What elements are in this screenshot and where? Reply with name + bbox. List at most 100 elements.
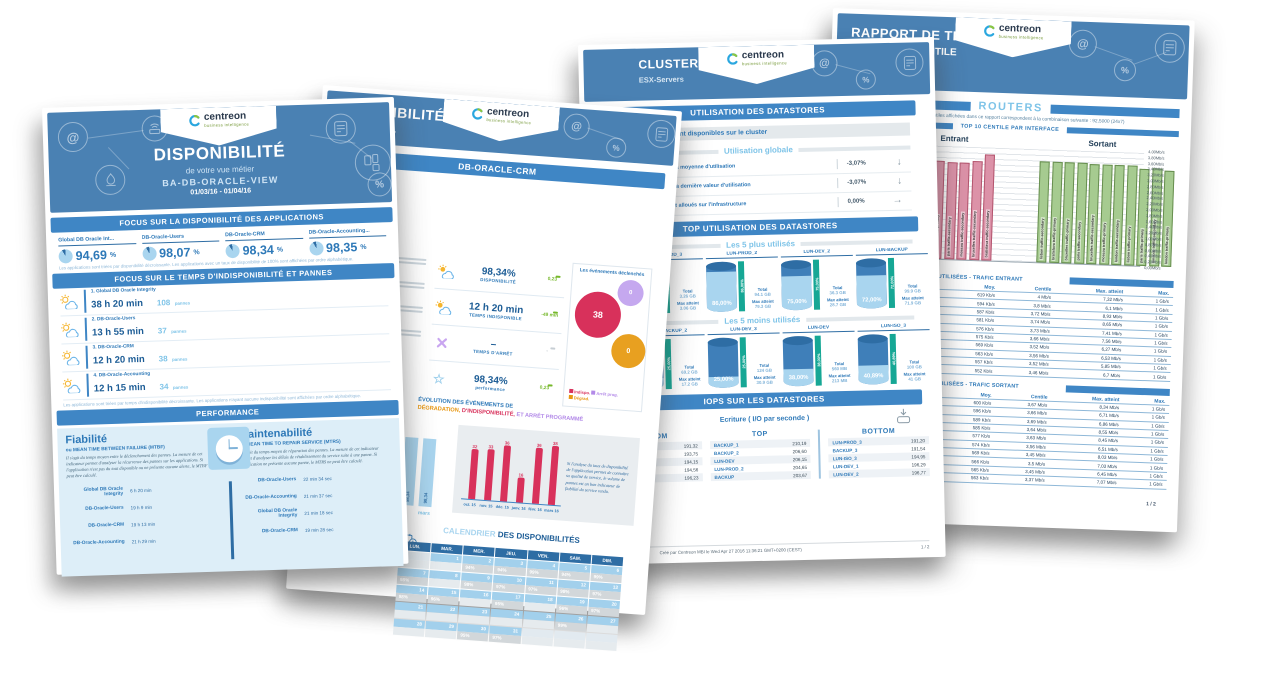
failure-label: pannes [174,300,191,306]
month-tick: févr. 16 [528,506,542,513]
day-availability [521,636,553,647]
stat-text: est la moyenne d'utilisation [664,163,736,172]
datastore-cylinder: 40,89% [857,334,889,385]
app-name: DB-Oracle-Users [257,477,297,484]
iops-value: 191,20 [910,437,926,444]
page-number: 1 / 2 [1146,501,1156,508]
app-name: DB-Oracle-Accounting... [308,227,387,239]
cell-centile: 3,46 Mb/s [1028,369,1049,376]
weather-icon [435,263,458,279]
rule [800,238,913,246]
gauge-percent: 40,89% [890,352,896,366]
title-indisponibilite: D'INDISPONIBILITÉ, [461,408,516,419]
iops-value: 203,67 [793,472,808,478]
availability-unit: % [109,251,117,259]
calendar-cell: 8 [428,570,461,589]
downtime-duration: 13 h 55 min [91,325,144,339]
calendar-cell: 17 95% [491,591,524,611]
server-icon [1154,32,1186,64]
kpi-badge: -49 min [537,310,563,319]
gauge-percent: 75,00% [813,277,820,292]
calendar-cell: 9 98% [460,572,494,591]
event-bar-wrapper: 38 [544,441,563,506]
cell-moy: 552 Kb/s [974,367,993,374]
datastore-name: LUN-DEV_3 [707,326,780,336]
datastore-name: LUN-DEV [782,324,855,334]
iops-value: 206,15 [792,456,807,462]
connector-line [87,129,144,139]
downtime-row: 2. DB-Oracle-Users 13 h 55 min 37 pannes [60,306,390,345]
event-bar-wrapper: 32 [464,444,482,500]
gauge-percent: 72,00% [888,276,895,290]
usage-percent: 72,00% [861,297,882,304]
cluster-title: CLUSTER [638,56,699,72]
server-icon [646,118,677,149]
connector-line [587,127,624,141]
bar-label: bratislava traffic-secondary [983,209,990,259]
badge-value: -49 min [541,312,559,319]
cell-max-atteint: 7,07 Mb/s [1096,479,1117,486]
cell-max: 1 Gb/s [1152,373,1167,380]
logo-tagline: business intelligence [741,60,787,67]
server-icon [895,48,924,77]
datastore-name: LUN-ISO_3 [832,455,857,461]
total-value: 36.3 GB [829,289,846,296]
trend-value: -3,07% [847,179,867,186]
datastore-name: LUN-ISO_3 [857,323,930,332]
iops-value: 191,54 [911,445,926,452]
traffic-bar: paris traffic-secondary [1073,162,1088,264]
event-bar [499,445,511,502]
cell-max-atteint: 6,7 Mb/s [1103,372,1121,378]
datastore-cylinder: 25,00% [707,337,739,389]
month-tick: nov. 15 [479,502,493,509]
iops-value: 191,32 [683,442,698,449]
weather-icon [433,299,456,315]
trend-arrow-icon: ↓ [897,175,903,187]
table-header: TOP [751,430,768,439]
maintenabilite-column: Maintenabilité ou MEAN TIME TO REPAIR SE… [239,424,396,563]
availability-bar: 98,34 [418,438,437,508]
mtrs-bar-row: DB-Oracle-Accounting 21 min 37 sec [241,488,394,505]
calendar-cell: 21 [394,601,427,620]
centreon-logo-badge: centreon business intelligence [698,45,815,86]
y-tick-label: 3,80Mb/s [1147,154,1165,161]
usage-gauge: 40,89% [889,333,897,384]
pie-icon [141,246,157,261]
global-usage-title: Utilisation globale [723,145,793,156]
app-name: DB-Oracle-CRM [261,528,298,535]
kpi-badge: 0,23 [539,274,565,283]
mtbf-bar-row: DB-Oracle-CRM 19 h 13 min [68,516,221,533]
datastore-cylinder: 75,00% [780,259,813,311]
month-tick: mars 16 [543,507,559,514]
calendar-cell: 23 [458,606,491,625]
mtbf-value: 19 h 13 min [131,521,156,528]
iops-center-title: Ecriture ( I/O par seconde ) [719,415,810,425]
mtbf-description: Il s'agit du temps moyen entre le déclen… [65,451,213,479]
calendar-cell: 11 97% [524,577,558,596]
bar-label: london traffic-secondary [1113,218,1120,264]
iops-value: 206,60 [792,448,807,454]
iops-value: 196,29 [911,461,926,468]
badge-value: - [546,349,549,355]
mtrs-bar-row: DB-Oracle-Users 22 min 34 sec [240,471,393,488]
page-footer: Créé par Centreon MBI le Wed Apr 27 2016… [619,540,930,557]
calendar-cell: 10 97% [492,574,526,594]
gauge-percent: 25,00% [665,357,671,371]
iops-value: 194,95 [911,453,926,460]
stat-trend: 0,00% → [837,195,912,208]
iops-value: 193,75 [683,450,699,457]
mtrs-value: 21 min 37 sec [303,493,333,499]
calendar-cell: 19 96% [555,596,588,615]
y-tick-label: 1,80Mb/s [1145,212,1163,219]
mtrs-bar-row: Global DB Oracle Integrity 21 min 18 sec [241,505,394,522]
mtrs-value: 21 min 18 sec [304,510,334,516]
failure-label: pannes [172,384,189,391]
cluster-header: CLUSTER ESX-Servers centreon business int… [583,42,931,102]
cell-max: 1 Gb/s [1149,481,1163,488]
event-bar [547,445,559,506]
cell-centile: 3,37 Mb/s [1024,477,1045,483]
total-value: 100 GB [906,364,923,370]
entrant-label: Entrant [940,133,969,144]
